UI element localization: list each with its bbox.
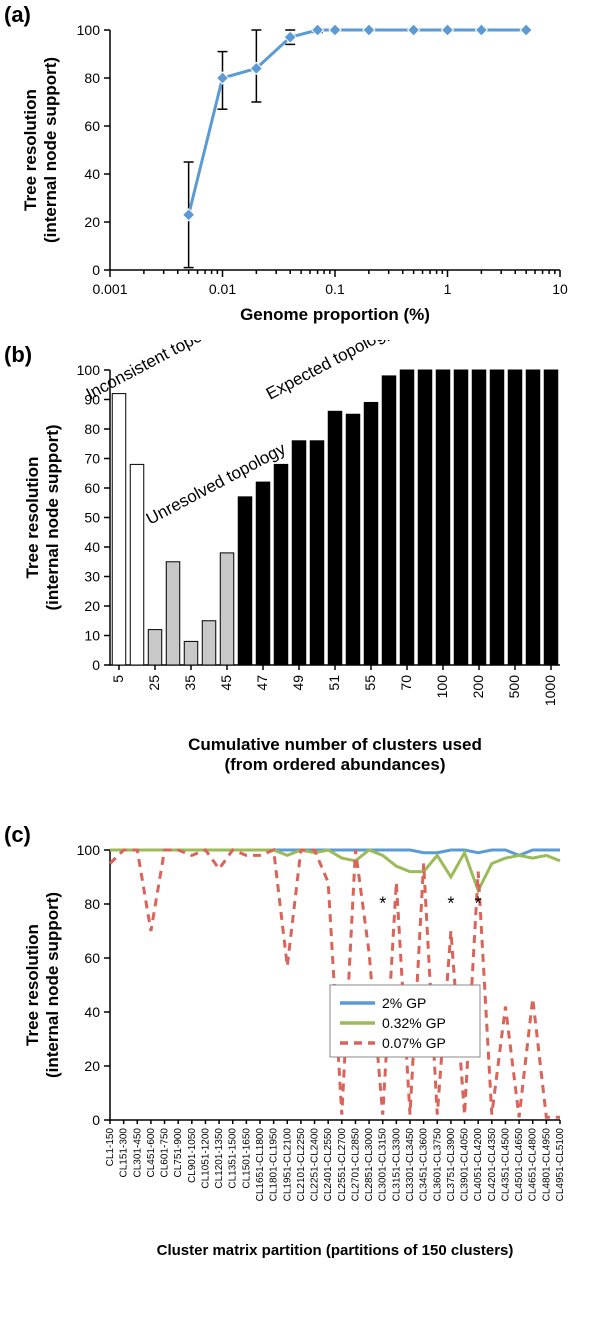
- svg-text:CL751-900: CL751-900: [173, 1128, 184, 1178]
- svg-text:CL3301-CL3450: CL3301-CL3450: [405, 1128, 416, 1202]
- svg-text:Genome proportion (%): Genome proportion (%): [240, 305, 430, 324]
- svg-text:60: 60: [84, 480, 100, 496]
- svg-text:100: 100: [77, 362, 101, 378]
- svg-text:CL4201-CL4350: CL4201-CL4350: [487, 1128, 498, 1202]
- svg-text:40: 40: [84, 166, 100, 182]
- panel-a: (a) 0 20 40 60 80 100 0.001 0.01 0.1 1 10 Genome pr…: [0, 0, 594, 340]
- svg-text:Inconsistent topology: Inconsistent topology: [83, 340, 233, 404]
- svg-text:CL1-150: CL1-150: [105, 1128, 116, 1167]
- panel-a-label: (a): [4, 2, 31, 28]
- svg-text:35: 35: [182, 675, 198, 691]
- chart-c: 020406080100CL1-150CL151-300CL301-450CL4…: [0, 820, 594, 1329]
- svg-text:40: 40: [84, 539, 100, 555]
- svg-text:49: 49: [290, 675, 306, 691]
- svg-text:80: 80: [84, 70, 100, 86]
- svg-text:2% GP: 2% GP: [382, 995, 426, 1011]
- svg-text:CL451-600: CL451-600: [146, 1128, 157, 1178]
- svg-text:CL2101-CL2250: CL2101-CL2250: [296, 1128, 307, 1202]
- svg-text:100: 100: [434, 675, 450, 699]
- svg-text:20: 20: [84, 214, 100, 230]
- svg-text:0: 0: [92, 262, 100, 278]
- svg-text:40: 40: [84, 1004, 100, 1020]
- svg-text:0.1: 0.1: [325, 281, 345, 297]
- svg-text:CL3601-CL3750: CL3601-CL3750: [432, 1128, 443, 1202]
- svg-text:25: 25: [146, 675, 162, 691]
- panel-b: (b) 010203040506070809010052535454749515…: [0, 340, 594, 820]
- svg-text:CL4501-CL4650: CL4501-CL4650: [514, 1128, 525, 1202]
- svg-text:CL1501-1650: CL1501-1650: [241, 1128, 252, 1189]
- svg-text:1: 1: [444, 281, 452, 297]
- svg-text:1000: 1000: [542, 675, 558, 706]
- svg-text:20: 20: [84, 1058, 100, 1074]
- panel-c-label: (c): [4, 822, 31, 848]
- svg-text:CL2701-CL2850: CL2701-CL2850: [350, 1128, 361, 1202]
- panel-b-label: (b): [4, 342, 32, 368]
- svg-text:CL4801-CL4950: CL4801-CL4950: [541, 1128, 552, 1202]
- svg-text:CL901-1050: CL901-1050: [187, 1128, 198, 1183]
- svg-text:CL2851-CL3000: CL2851-CL3000: [364, 1128, 375, 1202]
- chart-b: 0102030405060708090100525354547495155701…: [0, 340, 594, 820]
- svg-text:CL151-300: CL151-300: [119, 1128, 130, 1178]
- svg-text:200: 200: [470, 675, 486, 699]
- svg-text:Cluster matrix partition (part: Cluster matrix partition (partitions of …: [157, 1242, 514, 1259]
- svg-text:30: 30: [84, 569, 100, 585]
- svg-text:60: 60: [84, 950, 100, 966]
- svg-text:100: 100: [77, 842, 101, 858]
- svg-text:10: 10: [552, 281, 568, 297]
- svg-text:CL1651-CL1800: CL1651-CL1800: [255, 1128, 266, 1202]
- svg-text:80: 80: [84, 896, 100, 912]
- svg-text:CL1951-CL2100: CL1951-CL2100: [282, 1128, 293, 1202]
- svg-text:0.01: 0.01: [209, 281, 236, 297]
- svg-text:0: 0: [92, 657, 100, 673]
- svg-text:CL1201-1350: CL1201-1350: [214, 1128, 225, 1189]
- svg-text:60: 60: [84, 118, 100, 134]
- svg-text:CL4351-CL4500: CL4351-CL4500: [500, 1128, 511, 1202]
- svg-text:CL1801-CL1950: CL1801-CL1950: [269, 1128, 280, 1202]
- chart-a: 0 20 40 60 80 100 0.001 0.01 0.1 1 10 Genome propor…: [0, 0, 594, 340]
- svg-text:70: 70: [84, 451, 100, 467]
- svg-text:Tree resolution(internal node: Tree resolution(internal node support): [23, 892, 62, 1078]
- svg-text:51: 51: [326, 675, 342, 691]
- svg-text:55: 55: [362, 675, 378, 691]
- svg-text:CL3901-CL4050: CL3901-CL4050: [460, 1128, 471, 1202]
- svg-text:CL3001-CL3150: CL3001-CL3150: [378, 1128, 389, 1202]
- svg-text:CL1351-1500: CL1351-1500: [228, 1128, 239, 1189]
- svg-text:CL2551-CL2700: CL2551-CL2700: [337, 1128, 348, 1202]
- svg-text:CL3451-CL3600: CL3451-CL3600: [419, 1128, 430, 1202]
- svg-text:CL1051-1200: CL1051-1200: [200, 1128, 211, 1189]
- svg-text:CL2401-CL2550: CL2401-CL2550: [323, 1128, 334, 1202]
- svg-text:47: 47: [254, 675, 270, 691]
- svg-text:500: 500: [506, 675, 522, 699]
- svg-text:0.001: 0.001: [92, 281, 127, 297]
- svg-text:Expected topology: Expected topology: [263, 340, 396, 404]
- svg-text:20: 20: [84, 598, 100, 614]
- svg-text:50: 50: [84, 510, 100, 526]
- svg-text:10: 10: [84, 628, 100, 644]
- svg-text:CL2251-CL2400: CL2251-CL2400: [310, 1128, 321, 1202]
- svg-text:Tree resolution(internal node: Tree resolution(internal node support): [23, 424, 62, 610]
- svg-text:CL4651-CL4800: CL4651-CL4800: [528, 1128, 539, 1202]
- svg-text:80: 80: [84, 421, 100, 437]
- svg-text:100: 100: [77, 22, 101, 38]
- svg-text:CL301-450: CL301-450: [132, 1128, 143, 1178]
- svg-text:*: *: [447, 893, 454, 913]
- svg-text:5: 5: [110, 675, 126, 683]
- svg-text:CL4951-CL5100: CL4951-CL5100: [555, 1128, 566, 1202]
- svg-text:CL3151-CL3300: CL3151-CL3300: [391, 1128, 402, 1202]
- svg-text:CL3751-CL3900: CL3751-CL3900: [446, 1128, 457, 1202]
- svg-text:*: *: [379, 893, 386, 913]
- svg-text:0: 0: [92, 1112, 100, 1128]
- svg-text:70: 70: [398, 675, 414, 691]
- svg-text:0.32% GP: 0.32% GP: [382, 1015, 446, 1031]
- svg-text:CL601-750: CL601-750: [160, 1128, 171, 1178]
- svg-text:45: 45: [218, 675, 234, 691]
- svg-text:Cumulative number of clusters: Cumulative number of clusters used(from …: [188, 735, 482, 774]
- svg-text:CL4051-CL4200: CL4051-CL4200: [473, 1128, 484, 1202]
- panel-c: (c) 0 20 40 60 80 100 CL1-150CL151-300CL301-45…: [0, 820, 594, 1329]
- svg-text:0.07% GP: 0.07% GP: [382, 1035, 446, 1051]
- svg-text:*: *: [475, 893, 482, 913]
- svg-text:Tree resolution(internal node: Tree resolution(internal node support): [21, 57, 60, 243]
